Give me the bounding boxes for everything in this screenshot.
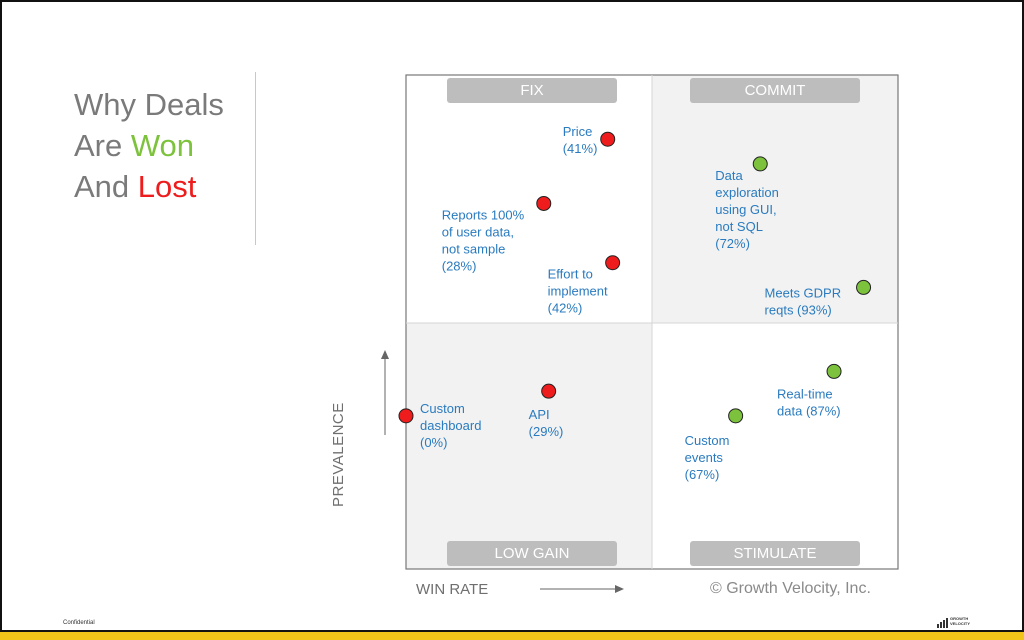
data-point-6 xyxy=(541,383,557,399)
quadrant-label-fix: FIX xyxy=(520,82,543,99)
data-point-8 xyxy=(728,408,744,424)
data-point-label-line: Reports 100% xyxy=(442,207,525,222)
data-point-label-line: Meets GDPR xyxy=(765,285,842,300)
confidential-label: Confidential xyxy=(63,620,95,626)
data-point-label-2: Effort to implement (42%) xyxy=(548,267,608,316)
title-line-2-prefix: Are xyxy=(74,128,131,163)
data-point-3 xyxy=(752,156,768,172)
data-point-label-line: data (87%) xyxy=(777,403,841,418)
x-axis-label: WIN RATE xyxy=(416,581,489,598)
data-point-label-line: reqts (93%) xyxy=(765,302,832,317)
data-point-label-line: not SQL xyxy=(715,219,763,234)
data-point-2 xyxy=(605,255,621,271)
quadrant-stimulate-bg xyxy=(652,323,898,569)
title-line-3: And Lost xyxy=(74,166,264,207)
data-point-label-line: (42%) xyxy=(548,301,583,316)
data-point-label-line: Custom xyxy=(420,401,465,416)
slide-title: Why Deals Are Won And Lost xyxy=(74,84,264,207)
bottom-band xyxy=(0,630,1024,640)
data-point-label-3: Data exploration using GUI, not SQL (72%) xyxy=(715,168,779,251)
data-point-1 xyxy=(536,195,552,211)
data-point-label-line: of user data, xyxy=(442,224,514,239)
quadrant-label-commit: COMMIT xyxy=(745,82,806,99)
data-point-label-line: Data xyxy=(715,168,743,183)
data-point-label-6: API (29%) xyxy=(529,407,564,439)
quadrant-label-stimulate: STIMULATE xyxy=(733,545,816,562)
data-point-label-line: (0%) xyxy=(420,435,447,450)
data-point-label-8: Custom events (67%) xyxy=(685,433,730,482)
quadrant-label-fix-pill xyxy=(447,78,617,103)
logo-text-line-1: GROWTH xyxy=(950,616,969,621)
data-point-7 xyxy=(826,363,842,379)
data-point-label-line: (29%) xyxy=(529,424,564,439)
data-point-label-line: Custom xyxy=(685,433,730,448)
data-point-label-line: exploration xyxy=(715,185,779,200)
title-divider xyxy=(255,72,256,245)
title-line-1: Why Deals xyxy=(74,84,264,125)
quadrant-lowgain-bg xyxy=(406,323,652,569)
data-point-label-line: implement xyxy=(548,284,608,299)
data-point-label-5: Custom dashboard (0%) xyxy=(420,401,481,450)
data-point-label-4: Meets GDPR reqts (93%) xyxy=(765,285,842,317)
data-point-label-line: not sample xyxy=(442,241,506,256)
data-point-label-line: (72%) xyxy=(715,236,750,251)
x-axis-arrow-head xyxy=(615,585,624,593)
quadrant-label-stimulate-pill xyxy=(690,541,860,566)
title-line-2: Are Won xyxy=(74,125,264,166)
data-point-label-7: Real-time data (87%) xyxy=(777,386,841,418)
title-lost-word: Lost xyxy=(137,169,197,204)
data-point-label-line: (28%) xyxy=(442,258,477,273)
quadrant-fix-bg xyxy=(406,75,652,323)
logo-text: GROWTH VELOCITY xyxy=(950,616,970,626)
copyright-text: © Growth Velocity, Inc. xyxy=(710,580,871,597)
data-point-0 xyxy=(600,131,616,147)
quadrant-commit-bg xyxy=(652,75,898,323)
data-point-4 xyxy=(856,279,872,295)
data-point-label-line: Effort to xyxy=(548,267,593,282)
data-point-label-line: (41%) xyxy=(563,141,598,156)
data-point-label-line: dashboard xyxy=(420,418,481,433)
y-axis-label: PREVALENCE xyxy=(330,402,347,507)
y-axis-arrow-head xyxy=(381,350,389,359)
data-point-label-line: (67%) xyxy=(685,467,720,482)
data-point-label-line: Price xyxy=(563,124,593,139)
data-point-label-1: Reports 100% of user data, not sample (28%) xyxy=(442,207,525,273)
data-point-5 xyxy=(398,408,414,424)
data-point-label-line: Real-time xyxy=(777,386,833,401)
title-won-word: Won xyxy=(130,128,195,163)
data-point-label-line: events xyxy=(685,450,724,465)
title-line-3-prefix: And xyxy=(74,169,138,204)
logo-text-line-2: VELOCITY xyxy=(950,621,971,626)
growth-velocity-logo-icon xyxy=(937,618,948,628)
data-point-label-line: using GUI, xyxy=(715,202,776,217)
data-point-label-line: API xyxy=(529,407,550,422)
quadrant-label-low-gain-pill xyxy=(447,541,617,566)
quadrant-label-low-gain: LOW GAIN xyxy=(494,545,569,562)
quadrant-label-commit-pill xyxy=(690,78,860,103)
data-point-label-0: Price (41%) xyxy=(563,124,598,156)
title-line-1-text: Why Deals xyxy=(74,87,224,122)
